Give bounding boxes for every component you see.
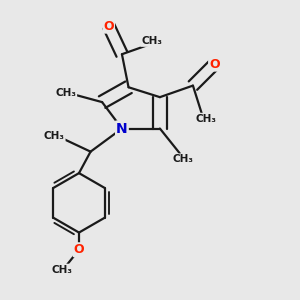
- Text: CH₃: CH₃: [44, 131, 65, 141]
- Text: N: N: [116, 122, 128, 136]
- Text: O: O: [103, 20, 114, 33]
- Text: O: O: [209, 58, 220, 70]
- Text: CH₃: CH₃: [52, 265, 73, 275]
- Text: CH₃: CH₃: [141, 36, 162, 46]
- Text: CH₃: CH₃: [196, 114, 217, 124]
- Text: CH₃: CH₃: [55, 88, 76, 98]
- Text: O: O: [74, 243, 84, 256]
- Text: CH₃: CH₃: [172, 154, 194, 164]
